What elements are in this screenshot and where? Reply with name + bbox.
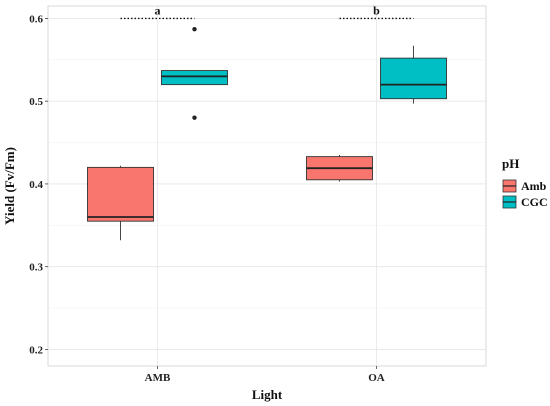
legend-item-cgc: CGC	[502, 195, 548, 209]
y-tick-label: 0.4	[29, 179, 43, 191]
x-axis-ticks: AMB OA	[145, 366, 385, 384]
legend: pH Amb CGC	[502, 156, 548, 209]
box-body	[380, 57, 447, 100]
legend-label: CGC	[521, 195, 548, 209]
x-axis-title: Light	[252, 387, 283, 402]
legend-title: pH	[502, 156, 519, 171]
y-tick-label: 0.3	[29, 262, 43, 274]
box-amb-amb	[87, 165, 154, 241]
y-axis-ticks: 0.2 0.3 0.4 0.5 0.6	[29, 13, 48, 356]
y-tick-label: 0.5	[29, 96, 43, 108]
boxes-layer	[87, 26, 447, 241]
significance-label: b	[373, 3, 380, 17]
outlier-point	[192, 115, 197, 120]
box-body	[161, 70, 228, 86]
outlier-point	[192, 26, 197, 32]
x-tick-label: OA	[368, 372, 385, 384]
box-amb-oa	[306, 154, 373, 182]
box-cgc-amb	[161, 26, 228, 120]
y-axis-title: Yield (Fv/Fm)	[2, 147, 17, 225]
x-tick-label: AMB	[145, 372, 171, 384]
y-tick-label: 0.2	[29, 344, 43, 356]
significance-label: a	[155, 3, 161, 17]
legend-label: Amb	[521, 179, 547, 193]
box-body	[87, 166, 154, 222]
y-tick-label: 0.6	[29, 13, 43, 25]
legend-item-amb: Amb	[502, 179, 547, 193]
box-cgc-oa	[380, 45, 447, 104]
